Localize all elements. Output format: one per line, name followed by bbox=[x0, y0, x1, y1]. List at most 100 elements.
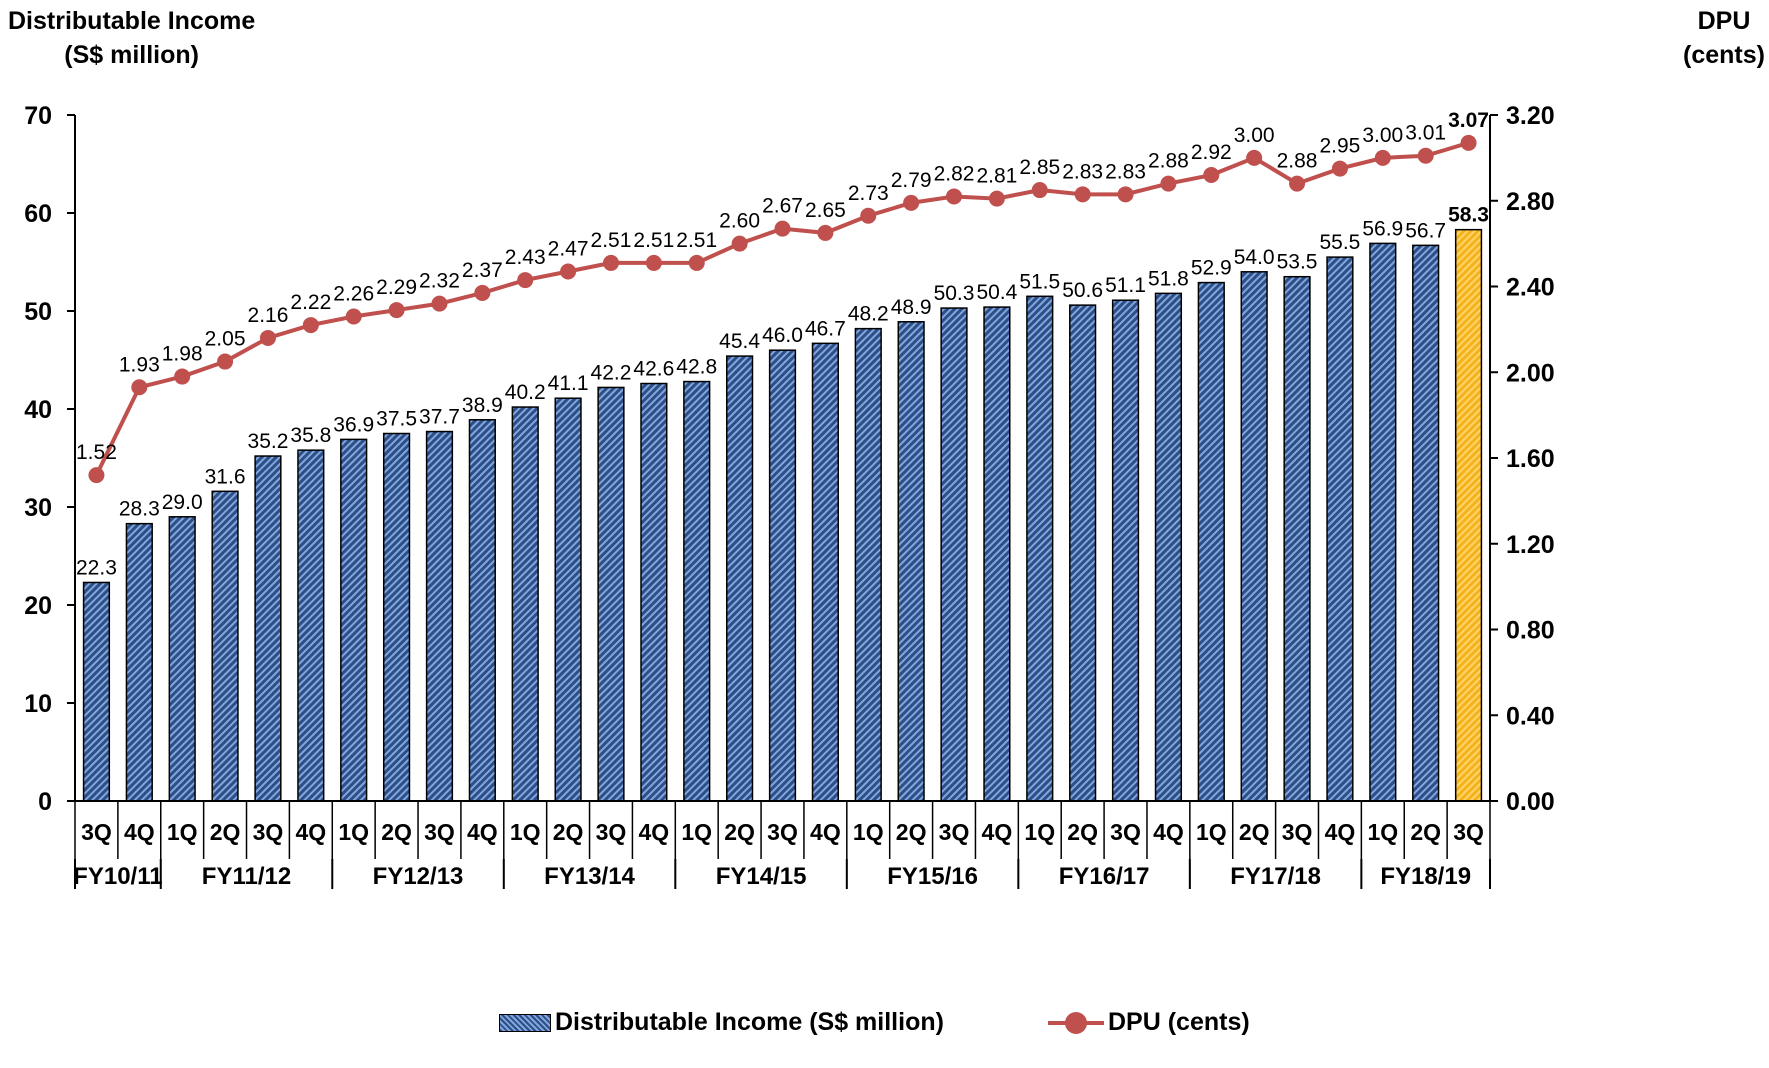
left-tick-label: 10 bbox=[24, 690, 52, 718]
income-data-label: 52.9 bbox=[1191, 257, 1232, 280]
quarter-label: 3Q bbox=[767, 819, 798, 845]
legend-line-swatch bbox=[1048, 1011, 1104, 1035]
dpu-point bbox=[1117, 186, 1134, 203]
dpu-data-label: 2.60 bbox=[719, 210, 760, 233]
left-tick-label: 30 bbox=[24, 494, 52, 522]
dpu-point bbox=[988, 190, 1005, 207]
income-bar bbox=[254, 455, 282, 802]
dpu-point bbox=[560, 263, 577, 280]
left-axis-title: Distributable Income (S$ million) bbox=[8, 4, 255, 72]
right-axis-title: DPU (cents) bbox=[1683, 4, 1765, 72]
quarter-label: 1Q bbox=[338, 819, 369, 845]
dpu-point bbox=[88, 467, 105, 484]
income-bar bbox=[726, 355, 754, 802]
quarter-label: 1Q bbox=[681, 819, 712, 845]
income-data-label: 36.9 bbox=[333, 413, 374, 436]
income-data-label: 48.9 bbox=[891, 296, 932, 319]
fiscal-year-label: FY11/12 bbox=[202, 863, 291, 890]
dpu-point bbox=[946, 188, 963, 205]
fiscal-year-label: FY16/17 bbox=[1059, 863, 1150, 890]
left-tick-label: 50 bbox=[24, 298, 52, 326]
dpu-data-label: 2.95 bbox=[1319, 135, 1360, 158]
income-bar bbox=[640, 382, 668, 802]
dpu-point bbox=[345, 308, 362, 325]
right-tick-label: 2.80 bbox=[1506, 188, 1555, 216]
dpu-data-label: 2.47 bbox=[548, 237, 589, 260]
dpu-data-label: 2.26 bbox=[333, 283, 374, 306]
income-bar bbox=[1412, 244, 1440, 802]
income-data-label: 38.9 bbox=[462, 394, 503, 417]
income-bar bbox=[1197, 281, 1225, 802]
quarter-label: 4Q bbox=[982, 819, 1013, 845]
dpu-point bbox=[688, 254, 705, 271]
dpu-data-label: 3.07 bbox=[1448, 109, 1489, 132]
right-tick-label: 0.40 bbox=[1506, 702, 1555, 730]
income-data-label: 42.2 bbox=[591, 361, 632, 384]
dpu-point bbox=[1031, 182, 1048, 199]
left-axis-title-line: (S$ million) bbox=[64, 41, 199, 69]
dpu-point bbox=[817, 224, 834, 241]
dpu-point bbox=[1289, 175, 1306, 192]
income-bar bbox=[554, 397, 582, 802]
income-data-label: 40.2 bbox=[505, 381, 546, 404]
income-bar bbox=[211, 490, 239, 802]
quarter-label: 4Q bbox=[1325, 819, 1356, 845]
quarter-label: 1Q bbox=[1367, 819, 1398, 845]
income-bar bbox=[511, 406, 539, 802]
legend-bar-swatch bbox=[499, 1013, 551, 1032]
fiscal-year-label: FY13/14 bbox=[544, 863, 635, 890]
left-tick-label: 20 bbox=[24, 592, 52, 620]
income-bar bbox=[468, 419, 496, 802]
quarter-label: 4Q bbox=[639, 819, 670, 845]
income-data-label: 29.0 bbox=[162, 491, 203, 514]
quarter-label: 1Q bbox=[1024, 819, 1055, 845]
income-data-label: 51.8 bbox=[1148, 267, 1189, 290]
quarter-label: 4Q bbox=[467, 819, 498, 845]
income-data-label: 50.6 bbox=[1062, 279, 1103, 302]
dpu-point bbox=[903, 194, 920, 211]
income-data-label: 31.6 bbox=[205, 465, 246, 488]
dpu-point bbox=[431, 295, 448, 312]
dpu-data-label: 2.79 bbox=[891, 169, 932, 192]
income-data-label: 42.8 bbox=[676, 356, 717, 379]
dpu-data-label: 2.88 bbox=[1277, 150, 1318, 173]
dpu-point bbox=[131, 379, 148, 396]
quarter-label: 1Q bbox=[510, 819, 541, 845]
dpu-data-label: 3.00 bbox=[1362, 124, 1403, 147]
right-tick-label: 0.80 bbox=[1506, 617, 1555, 645]
income-data-label: 50.4 bbox=[976, 281, 1017, 304]
fiscal-year-label: FY15/16 bbox=[887, 863, 978, 890]
dpu-data-label: 2.51 bbox=[676, 229, 717, 252]
income-data-label: 53.5 bbox=[1277, 251, 1318, 274]
income-bar bbox=[811, 342, 839, 802]
income-data-label: 41.1 bbox=[548, 372, 589, 395]
left-tick-label: 0 bbox=[38, 788, 52, 816]
legend-item-distributable-income: Distributable Income (S$ million) bbox=[499, 1008, 944, 1037]
quarter-label: 1Q bbox=[167, 819, 198, 845]
income-bar bbox=[1326, 256, 1354, 802]
dpu-point bbox=[217, 353, 234, 370]
income-bar bbox=[1240, 271, 1268, 802]
dpu-data-label: 2.67 bbox=[762, 195, 803, 218]
right-tick-label: 3.20 bbox=[1506, 102, 1555, 130]
fiscal-year-label: FY10/11 bbox=[73, 863, 162, 890]
quarter-label: 1Q bbox=[853, 819, 884, 845]
income-bar bbox=[983, 306, 1011, 802]
dpu-point bbox=[1246, 149, 1263, 166]
income-bar bbox=[1026, 295, 1054, 802]
dpu-point bbox=[174, 368, 191, 385]
quarter-label: 2Q bbox=[1410, 819, 1441, 845]
income-bar bbox=[425, 430, 454, 802]
income-bar bbox=[1154, 292, 1183, 802]
dpu-data-label: 2.73 bbox=[848, 182, 889, 205]
income-bar bbox=[1069, 304, 1097, 802]
quarter-label: 3Q bbox=[81, 819, 112, 845]
dpu-data-label: 2.51 bbox=[591, 229, 632, 252]
income-data-label: 56.7 bbox=[1405, 219, 1446, 242]
dpu-data-label: 1.93 bbox=[119, 353, 160, 376]
dpu-data-label: 2.83 bbox=[1105, 160, 1146, 183]
quarter-label: 3Q bbox=[253, 819, 284, 845]
dpu-data-label: 1.52 bbox=[76, 441, 117, 464]
right-tick-label: 2.40 bbox=[1506, 274, 1555, 302]
income-data-label: 55.5 bbox=[1319, 231, 1360, 254]
